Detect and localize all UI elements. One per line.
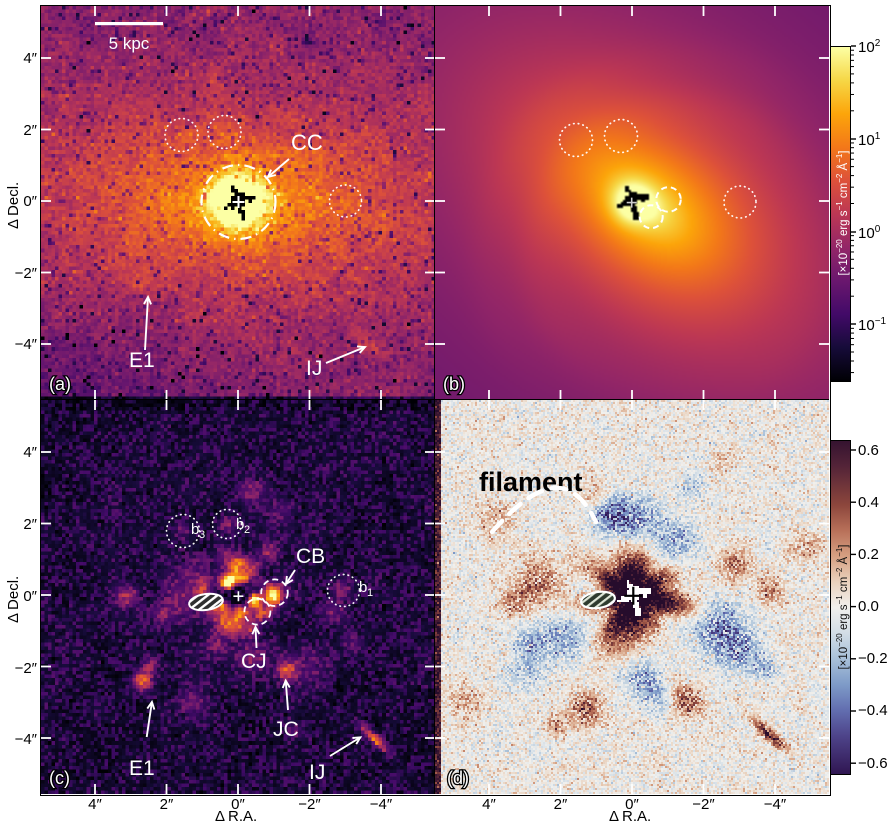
svg-text:CB: CB [296,545,325,568]
svg-text:IJ: IJ [306,357,322,380]
svg-text:b: b [191,521,199,538]
svg-text:1: 1 [367,587,373,599]
svg-text:3: 3 [199,529,205,541]
svg-text:(a): (a) [49,374,71,394]
svg-text:CJ: CJ [241,650,267,673]
svg-text:JC: JC [273,718,299,741]
svg-text:b: b [359,579,367,596]
svg-text:E1: E1 [129,757,155,780]
svg-text:(c): (c) [49,768,70,788]
svg-text:2: 2 [244,524,250,536]
svg-text:(b): (b) [443,374,465,394]
svg-text:5 kpc: 5 kpc [109,34,150,53]
svg-text:IJ: IJ [309,761,325,784]
svg-text:E1: E1 [129,349,155,372]
svg-text:filament: filament [479,467,583,497]
svg-text:(d): (d) [447,768,469,788]
svg-text:CC: CC [291,130,323,155]
svg-text:b: b [236,516,244,533]
